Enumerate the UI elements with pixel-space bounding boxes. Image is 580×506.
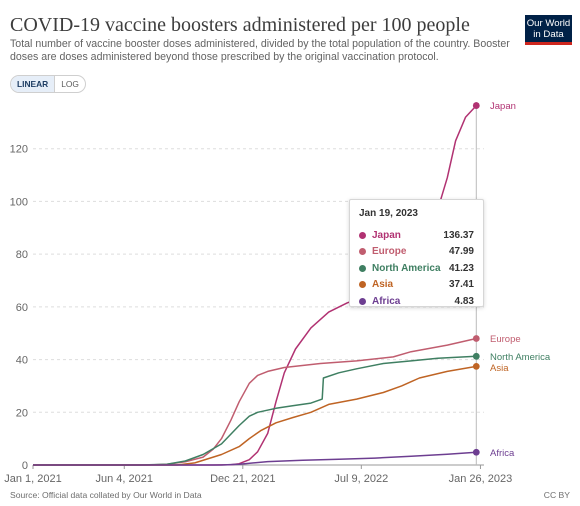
x-tick-label: Jan 1, 2021 — [4, 473, 62, 485]
series-line-africa[interactable] — [33, 451, 477, 466]
tooltip-value: 47.99 — [448, 246, 474, 258]
y-tick-label: 40 — [16, 355, 28, 367]
log-scale-button[interactable]: LOG — [61, 79, 79, 89]
series-line-europe[interactable] — [33, 337, 477, 466]
tooltip-value: 4.83 — [454, 295, 474, 307]
series-label-japan[interactable]: Japan — [490, 101, 516, 112]
series-end-point-africa[interactable] — [472, 448, 480, 456]
series-end-point-asia[interactable] — [472, 362, 480, 370]
tooltip-date: Jan 19, 2023 — [359, 208, 418, 219]
tooltip-name: Asia — [372, 279, 394, 291]
series-label-africa[interactable]: Africa — [490, 448, 515, 459]
tooltip-value: 41.23 — [448, 262, 474, 274]
tooltip-name: Europe — [372, 246, 407, 258]
series-label-asia[interactable]: Asia — [490, 363, 509, 374]
series-line-north-america[interactable] — [33, 355, 477, 466]
axes: 0 20 40 60 80 100 120 Jan 1, 2021 Jun 4, 2021 Dec… — [4, 144, 512, 485]
series-label-europe[interactable]: Europe — [490, 334, 521, 345]
series-end-point-japan[interactable] — [472, 102, 480, 109]
series-line-asia[interactable] — [33, 365, 477, 466]
chart-title: COVID-19 vaccine boosters administered p… — [10, 14, 470, 36]
y-tick-label: 100 — [10, 196, 28, 208]
series-lines — [33, 102, 480, 466]
x-tick-label: Jan 26, 2023 — [449, 473, 513, 485]
y-tick-label: 120 — [10, 144, 28, 156]
y-tick-label: 60 — [16, 302, 28, 314]
tooltip-dot-japan — [359, 231, 366, 239]
tooltip-name: Africa — [372, 295, 401, 307]
linear-scale-button[interactable]: LINEAR — [11, 76, 56, 92]
tooltip-dot-asia — [359, 281, 366, 289]
y-tick-label: 20 — [16, 407, 28, 419]
tooltip-dot-europe — [359, 248, 366, 256]
tooltip-name: Japan — [372, 229, 401, 241]
tooltip-dot-africa — [359, 297, 366, 305]
tooltip-row-asia: Asia 37.41 — [359, 277, 474, 294]
series-label-north-america[interactable]: North America — [490, 352, 551, 363]
source-note[interactable]: Source: Official data collated by Our Wo… — [10, 490, 202, 500]
tooltip-value: 37.41 — [448, 279, 474, 291]
chart-subtitle: Total number of vaccine booster doses ad… — [10, 38, 510, 63]
y-tick-label: 80 — [16, 249, 28, 261]
x-tick-label: Jun 4, 2021 — [96, 473, 154, 485]
tooltip-value: 136.37 — [443, 229, 474, 241]
logo-line-2: in Data — [533, 29, 564, 40]
tooltip-row-europe: Europe 47.99 — [359, 244, 474, 261]
y-tick-label: 0 — [22, 460, 28, 472]
hover-tooltip: Jan 19, 2023 Japan 136.37 Europe 47.99 N… — [349, 199, 484, 307]
tooltip-name: North America — [372, 262, 441, 274]
tooltip-row-africa: Africa 4.83 — [359, 293, 474, 310]
scale-toggle: LINEAR LOG — [10, 75, 86, 93]
tooltip-row-north-america: North America 41.23 — [359, 260, 474, 277]
series-end-point-north-america[interactable] — [472, 352, 480, 360]
owid-logo[interactable]: Our World in Data — [525, 15, 572, 45]
series-line-japan[interactable] — [33, 105, 477, 466]
logo-line-1: Our World — [526, 18, 571, 29]
x-tick-label: Dec 21, 2021 — [210, 473, 275, 485]
x-tick-label: Jul 9, 2022 — [334, 473, 388, 485]
tooltip-dot-north-america — [359, 264, 366, 272]
tooltip-row-japan: Japan 136.37 — [359, 227, 474, 244]
license-link[interactable]: CC BY — [543, 490, 570, 500]
series-end-point-europe[interactable] — [472, 335, 480, 342]
